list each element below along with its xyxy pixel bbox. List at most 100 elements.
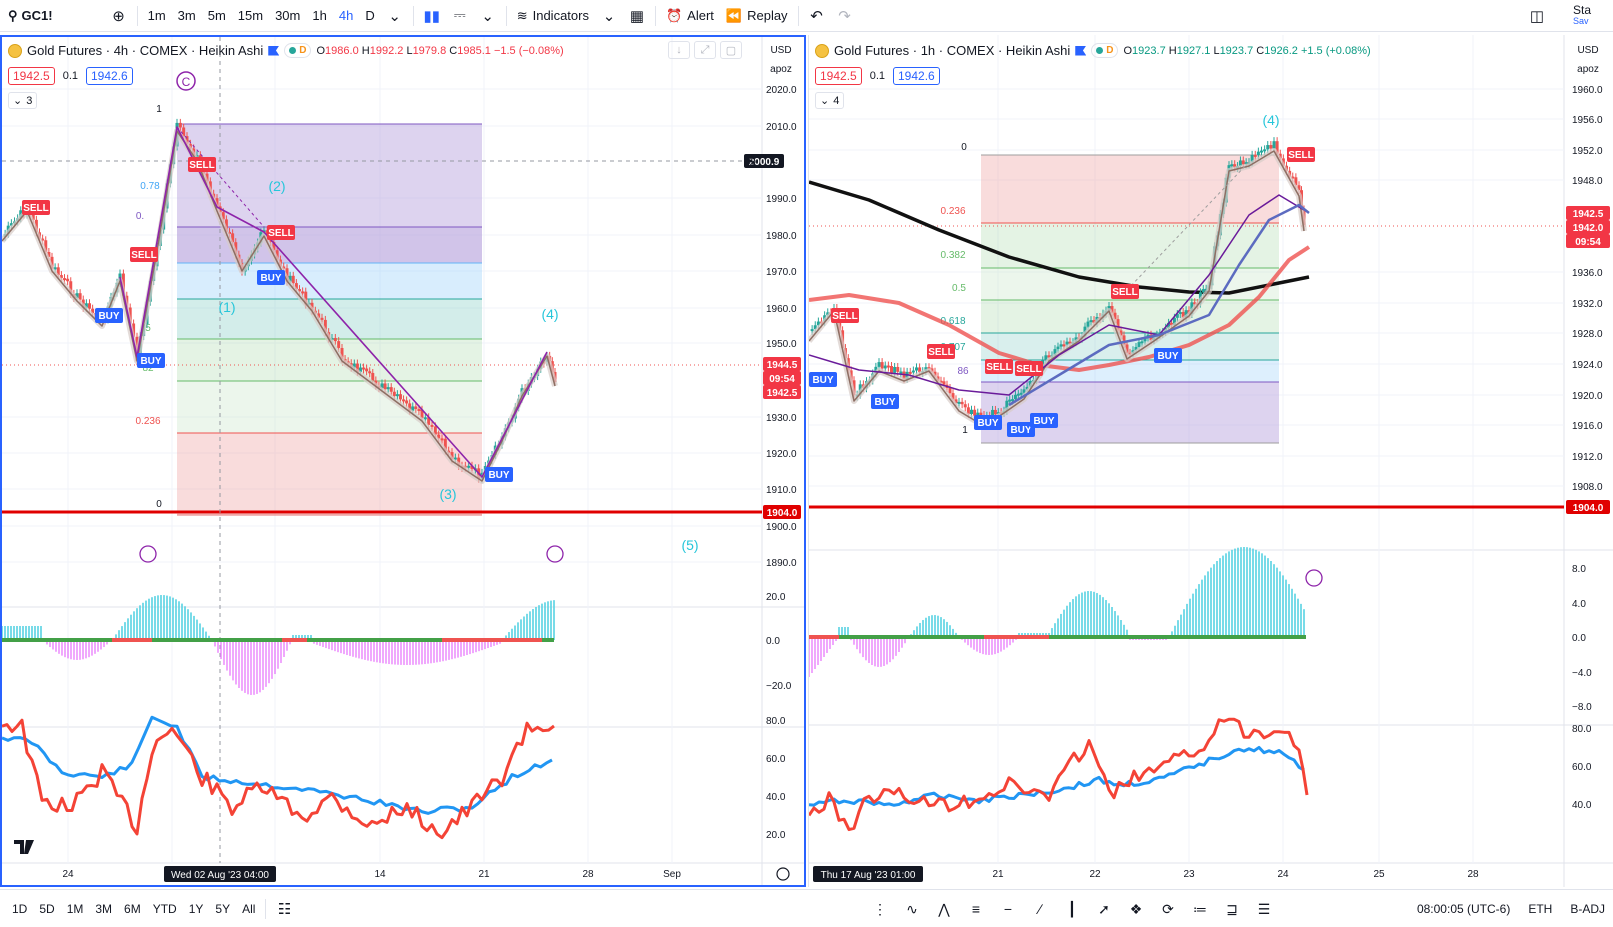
price-tick: 1990.0: [766, 194, 797, 205]
fib-fan-icon[interactable]: ☰: [1257, 900, 1271, 917]
chart-pane-4h[interactable]: 2020.0 2010.0 1990.0 1980.0 1970.0 1960.0 1950…: [0, 35, 806, 887]
currency-selector[interactable]: USD: [770, 45, 792, 56]
range-5Y[interactable]: 5Y: [215, 901, 231, 916]
indicators-toggle[interactable]: ⌄ 3: [8, 92, 38, 109]
redo-icon[interactable]: ↷: [838, 7, 851, 25]
interval-1m[interactable]: 1m: [147, 8, 166, 23]
calendar-icon[interactable]: ☷: [277, 900, 292, 918]
interval-3m[interactable]: 3m: [177, 8, 196, 23]
price-tick: 1908.0: [1572, 482, 1603, 493]
interval-30m[interactable]: 30m: [275, 8, 301, 23]
range-YTD[interactable]: YTD: [152, 901, 177, 916]
buy-signal: BUY: [140, 356, 161, 367]
interval-15m[interactable]: 15m: [237, 8, 264, 23]
chevron-down-icon[interactable]: ⌄: [602, 7, 616, 25]
clock[interactable]: 08:00:05 (UTC-6): [1416, 902, 1511, 916]
adjustment-toggle[interactable]: B-ADJ: [1570, 902, 1605, 916]
heikin-ashi-candle: [282, 266, 286, 269]
abc-pattern-icon[interactable]: ⋀: [938, 900, 950, 917]
heikin-ashi-candle: [69, 281, 73, 294]
buy-signal: BUY: [1157, 351, 1178, 362]
trend-line-icon[interactable]: ∕: [1038, 901, 1042, 917]
pattern-icon[interactable]: ❖: [1129, 900, 1143, 917]
indicators-toggle[interactable]: ⌄ 4: [815, 92, 845, 109]
bar-chart-type-icon[interactable]: ▮▮: [423, 7, 440, 25]
layout-grid-icon[interactable]: ▦: [629, 7, 645, 25]
heikin-ashi-candle: [899, 371, 903, 374]
range-6M[interactable]: 6M: [124, 901, 141, 916]
chevron-down-icon[interactable]: ⌄: [388, 7, 401, 25]
pitchfork-icon[interactable]: ⊒: [1226, 900, 1238, 917]
scale-mode[interactable]: apoz: [1577, 64, 1599, 75]
range-1D[interactable]: 1D: [12, 901, 28, 916]
bid-price-tag: 1942.5: [767, 388, 798, 399]
heikin-ashi-candle: [215, 198, 219, 207]
fib-timezone-icon[interactable]: ┃: [1067, 900, 1077, 917]
parallel-channel-icon[interactable]: ≔: [1193, 900, 1207, 917]
range-5D[interactable]: 5D: [39, 901, 55, 916]
elliott-wave-icon[interactable]: ∿: [906, 900, 918, 917]
rsi-tick: 40.0: [1572, 800, 1592, 811]
range-All[interactable]: All: [242, 901, 256, 916]
heikin-ashi-candle: [231, 233, 235, 243]
collapse-icon[interactable]: ⤢: [694, 41, 716, 59]
save-sublabel: Sav: [1573, 15, 1589, 26]
interval-D[interactable]: D: [365, 8, 375, 23]
heikin-ashi-candle: [1263, 149, 1267, 152]
hline-price-tag-bg: [763, 505, 801, 519]
time-tick: 28: [1467, 869, 1479, 880]
hline-price-tag: 1904.0: [1573, 503, 1604, 514]
countdown-tag-bg: [1566, 234, 1610, 248]
plus-icon: ⊕: [747, 155, 756, 168]
time-tick: 22: [1089, 869, 1101, 880]
interval-4h[interactable]: 4h: [338, 8, 354, 23]
replay-button[interactable]: ⏪ Replay: [720, 0, 794, 31]
market-status-badge[interactable]: D: [284, 43, 312, 58]
market-status-badge[interactable]: D: [1091, 43, 1119, 58]
interval-1h[interactable]: 1h: [312, 8, 327, 23]
heikin-ashi-candle: [993, 409, 997, 415]
indicators-button[interactable]: ≋ Indicators: [511, 0, 595, 31]
maximize-icon[interactable]: ▢: [720, 41, 742, 59]
currency-selector[interactable]: USD: [1577, 45, 1599, 56]
layout-split-icon[interactable]: ◫: [1529, 7, 1545, 25]
ask-button[interactable]: 1942.6: [893, 67, 940, 85]
heikin-ashi-candle: [1201, 289, 1205, 293]
heikin-ashi-candle: [423, 417, 427, 420]
range-1Y[interactable]: 1Y: [188, 901, 204, 916]
horizontal-line-icon[interactable]: −: [1003, 901, 1013, 917]
interval-5m[interactable]: 5m: [207, 8, 226, 23]
ask-button[interactable]: 1942.6: [86, 67, 133, 85]
alert-button[interactable]: ⏰ Alert: [660, 0, 720, 31]
heikin-ashi-candle: [185, 136, 189, 144]
scale-mode[interactable]: apoz: [770, 64, 792, 75]
heikin-ashi-candle: [383, 383, 387, 390]
compare-add-icon[interactable]: ⊕: [112, 7, 125, 25]
fib-spiral-icon[interactable]: ⟳: [1162, 900, 1174, 917]
heikin-ashi-candle: [457, 457, 461, 466]
heikin-ashi-candle: [1013, 394, 1017, 400]
rsi-tick: 20.0: [766, 830, 786, 841]
session-toggle[interactable]: ETH: [1528, 902, 1553, 916]
chart-pane-1h[interactable]: 1960.0 1956.0 1952.0 1948.0 1936.0 1932.0 1928…: [808, 35, 1613, 887]
save-button[interactable]: Sta Sav: [1573, 4, 1613, 27]
range-1M[interactable]: 1M: [66, 901, 84, 916]
chart-canvas-1h[interactable]: 1960.0 1956.0 1952.0 1948.0 1936.0 1932.0 1928…: [809, 35, 1613, 887]
bid-button[interactable]: 1942.5: [815, 67, 862, 85]
bid-button[interactable]: 1942.5: [8, 67, 55, 85]
axis-header: USD apoz: [760, 45, 802, 83]
arrow-down-icon[interactable]: ↓: [668, 41, 690, 59]
candles-icon[interactable]: ⎓: [453, 7, 466, 24]
drag-handle-icon[interactable]: ⋮: [873, 900, 887, 917]
undo-icon[interactable]: ↶: [810, 7, 823, 25]
divider: [136, 5, 138, 26]
ray-icon[interactable]: ➚: [1098, 900, 1110, 917]
fib-retracement-icon[interactable]: ≡: [971, 901, 981, 917]
open-value: 1923.7: [1132, 44, 1166, 57]
range-3M[interactable]: 3M: [95, 901, 113, 916]
chart-canvas-4h[interactable]: 2020.0 2010.0 1990.0 1980.0 1970.0 1960.0 1950…: [2, 37, 804, 885]
heikin-ashi-candle: [991, 409, 995, 417]
sell-signal: SELL: [986, 362, 1012, 373]
chevron-down-icon[interactable]: ⌄: [481, 7, 494, 25]
symbol-search[interactable]: ⚲ GC1!: [0, 0, 61, 31]
